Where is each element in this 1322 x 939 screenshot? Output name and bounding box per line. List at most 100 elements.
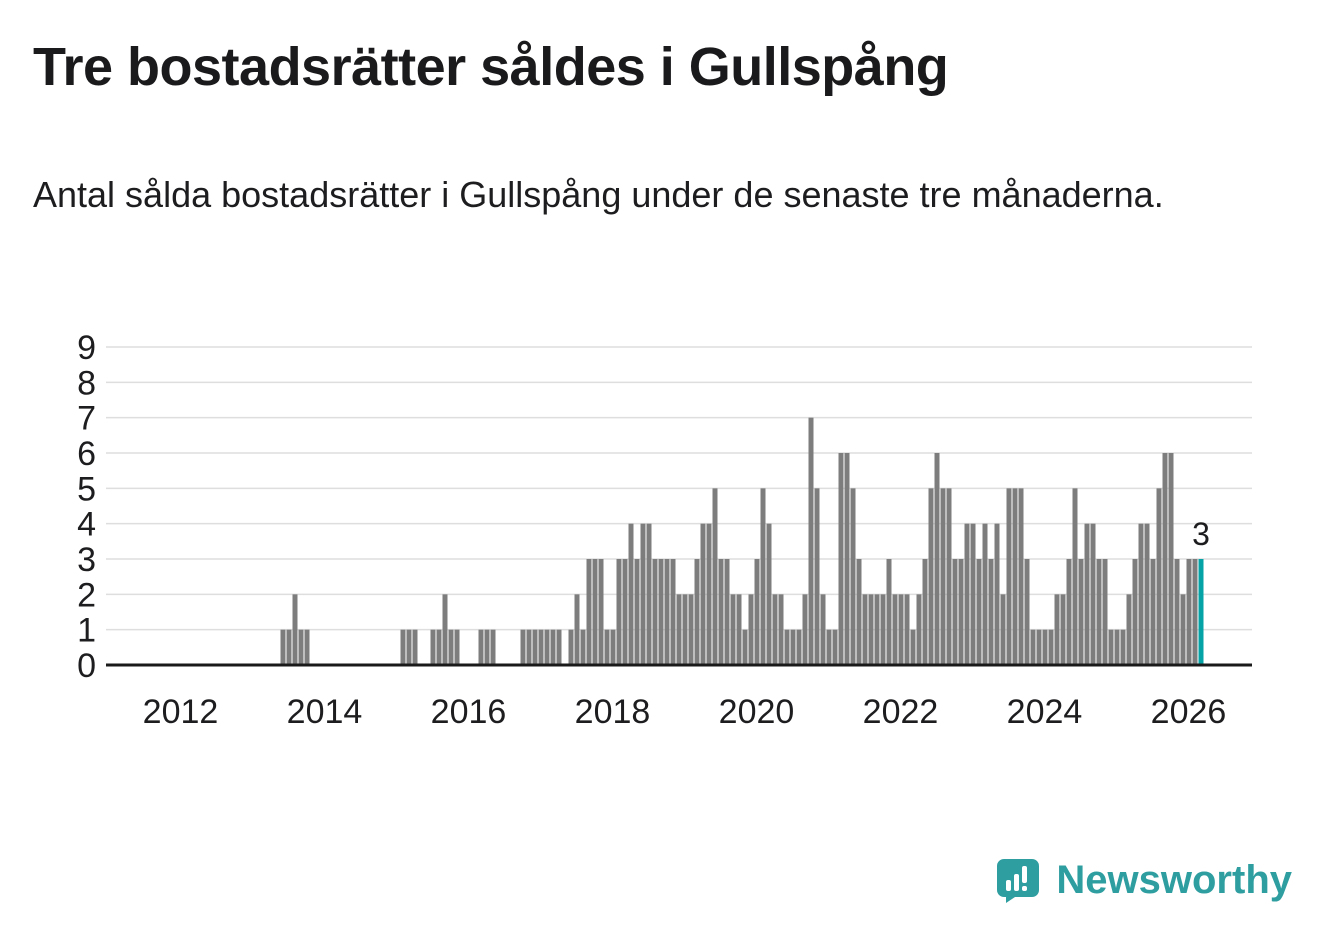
bar <box>934 453 940 665</box>
bar <box>478 629 484 665</box>
bar <box>430 629 436 665</box>
bar <box>970 523 976 665</box>
highlighted-bar <box>1198 559 1204 665</box>
bar <box>886 559 892 665</box>
bar <box>748 594 754 665</box>
bar <box>1090 523 1096 665</box>
bar <box>490 629 496 665</box>
y-tick-label: 0 <box>77 647 96 685</box>
bar <box>532 629 538 665</box>
bar <box>406 629 412 665</box>
bar <box>1012 488 1018 665</box>
bar <box>838 453 844 665</box>
bar <box>796 629 802 665</box>
x-tick-label: 2022 <box>863 693 939 731</box>
bar <box>556 629 562 665</box>
bar <box>592 559 598 665</box>
bar <box>820 594 826 665</box>
bar <box>1180 594 1186 665</box>
bar <box>658 559 664 665</box>
bar <box>1072 488 1078 665</box>
bar <box>634 559 640 665</box>
bar <box>1192 559 1198 665</box>
bar <box>982 523 988 665</box>
bar <box>1144 523 1150 665</box>
bar <box>964 523 970 665</box>
y-tick-label: 3 <box>77 541 96 579</box>
bar <box>1138 523 1144 665</box>
bar <box>682 594 688 665</box>
x-tick-label: 2026 <box>1151 693 1227 731</box>
x-tick-label: 2016 <box>431 693 507 731</box>
bar <box>610 629 616 665</box>
bar <box>598 559 604 665</box>
bar <box>904 594 910 665</box>
y-tick-label: 5 <box>77 470 96 508</box>
bar <box>1054 594 1060 665</box>
bar <box>616 559 622 665</box>
bar <box>910 629 916 665</box>
bar <box>808 417 814 665</box>
bar <box>826 629 832 665</box>
x-tick-label: 2020 <box>719 693 795 731</box>
bar <box>448 629 454 665</box>
bar <box>544 629 550 665</box>
bar <box>724 559 730 665</box>
bar <box>286 629 292 665</box>
newsworthy-wordmark: Newsworthy <box>1056 857 1292 902</box>
bar <box>874 594 880 665</box>
bar <box>622 559 628 665</box>
x-tick-label: 2024 <box>1007 693 1083 731</box>
bar <box>892 594 898 665</box>
bar <box>604 629 610 665</box>
bar <box>298 629 304 665</box>
bar <box>1036 629 1042 665</box>
bar <box>1102 559 1108 665</box>
bar <box>976 559 982 665</box>
bar <box>772 594 778 665</box>
bar <box>1066 559 1072 665</box>
bar <box>850 488 856 665</box>
bar <box>784 629 790 665</box>
bar <box>442 594 448 665</box>
bar <box>1060 594 1066 665</box>
bar <box>718 559 724 665</box>
chart-subtitle: Antal sålda bostadsrätter i Gullspång un… <box>33 174 1164 215</box>
bar <box>670 559 676 665</box>
bar <box>1120 629 1126 665</box>
bar <box>652 559 658 665</box>
bar <box>484 629 490 665</box>
bar <box>802 594 808 665</box>
bar <box>712 488 718 665</box>
x-tick-label: 2012 <box>143 693 219 731</box>
bar <box>1006 488 1012 665</box>
bar <box>694 559 700 665</box>
y-tick-label: 1 <box>77 612 96 650</box>
bar <box>814 488 820 665</box>
bar <box>700 523 706 665</box>
bar <box>1096 559 1102 665</box>
bar <box>946 488 952 665</box>
y-tick-label: 6 <box>77 435 96 473</box>
y-tick-label: 7 <box>77 400 96 438</box>
bar <box>1186 559 1192 665</box>
x-tick-label: 2018 <box>575 693 651 731</box>
bar <box>952 559 958 665</box>
bar <box>1084 523 1090 665</box>
bar <box>574 594 580 665</box>
bar <box>1042 629 1048 665</box>
bar <box>688 594 694 665</box>
bar <box>676 594 682 665</box>
bar <box>1030 629 1036 665</box>
bar <box>520 629 526 665</box>
bar <box>1024 559 1030 665</box>
bar <box>754 559 760 665</box>
bar <box>586 559 592 665</box>
bar <box>304 629 310 665</box>
bar <box>1150 559 1156 665</box>
bar <box>994 523 1000 665</box>
y-tick-label: 8 <box>77 364 96 402</box>
bar <box>730 594 736 665</box>
